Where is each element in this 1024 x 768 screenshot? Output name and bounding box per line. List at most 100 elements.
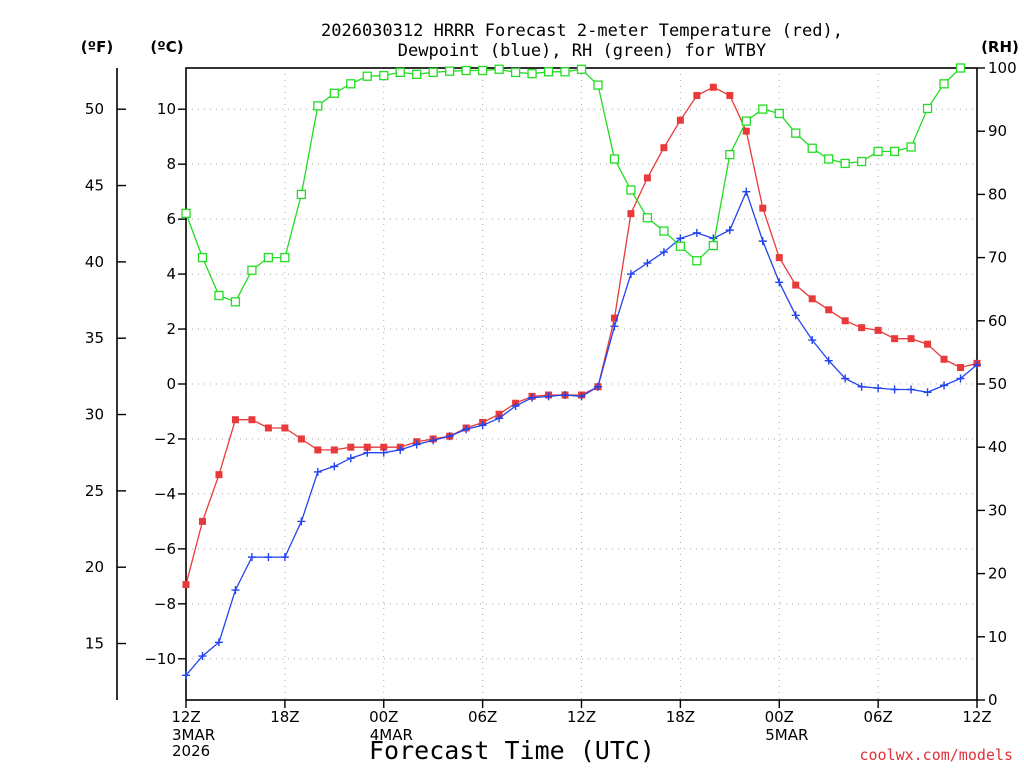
dewpoint-point bbox=[824, 356, 833, 365]
rh-point bbox=[329, 88, 339, 98]
rh-tick-label: 40 bbox=[988, 438, 1007, 456]
temperature-point bbox=[825, 306, 833, 314]
fahrenheit-tick-label: 30 bbox=[85, 406, 104, 424]
temperature-point bbox=[924, 340, 932, 348]
temperature-point bbox=[314, 446, 322, 454]
dewpoint-point bbox=[478, 421, 487, 430]
rh-tick-label: 90 bbox=[988, 122, 1007, 140]
rh-tick-label: 20 bbox=[988, 565, 1007, 583]
rh-point bbox=[527, 69, 537, 79]
rh-point bbox=[856, 156, 867, 167]
celsius-tick-label: −2 bbox=[154, 430, 176, 448]
dewpoint-point bbox=[412, 440, 421, 449]
celsius-tick-label: 6 bbox=[166, 210, 176, 228]
rh-tick-label: 100 bbox=[988, 59, 1017, 77]
rh-tick-label: 0 bbox=[988, 691, 998, 709]
rh-point bbox=[609, 154, 620, 164]
x-date-label: 3MAR bbox=[172, 726, 215, 744]
rh-point bbox=[560, 67, 570, 77]
temperature-point bbox=[891, 335, 899, 343]
celsius-tick-label: −6 bbox=[154, 540, 176, 558]
rh-point bbox=[873, 146, 883, 157]
rh-point bbox=[445, 66, 455, 76]
rh-point bbox=[593, 80, 603, 90]
x-tick-label: 00Z bbox=[765, 708, 794, 726]
data-series bbox=[181, 63, 981, 680]
temperature-point bbox=[874, 326, 882, 334]
dewpoint-point bbox=[280, 553, 289, 562]
rh-point bbox=[197, 252, 208, 263]
x-tick-label: 18Z bbox=[666, 708, 695, 726]
dewpoint-point bbox=[692, 228, 701, 237]
dewpoint-point bbox=[593, 382, 602, 391]
fahrenheit-tick-label: 40 bbox=[85, 253, 104, 271]
rh-point bbox=[840, 158, 850, 169]
rh-point bbox=[296, 189, 307, 200]
rh-point bbox=[428, 67, 438, 78]
x-date-label: 5MAR bbox=[765, 726, 808, 744]
dewpoint-point bbox=[973, 360, 981, 369]
fahrenheit-unit-label: (ºF) bbox=[81, 38, 113, 56]
temperature-point bbox=[759, 204, 767, 212]
fahrenheit-tick-label: 45 bbox=[85, 177, 104, 195]
rh-point bbox=[725, 149, 735, 160]
fahrenheit-tick-label: 25 bbox=[85, 482, 104, 500]
rh-point bbox=[280, 252, 290, 263]
chart-title-line-2: Dewpoint (blue), RH (green) for WTBY bbox=[398, 41, 766, 61]
temperature-point bbox=[380, 443, 388, 451]
dewpoint-point bbox=[363, 448, 372, 457]
temperature-point bbox=[627, 210, 635, 218]
rh-point bbox=[939, 79, 949, 89]
temperature-point bbox=[726, 91, 734, 99]
dewpoint-point bbox=[231, 586, 240, 595]
temperature-point bbox=[215, 471, 223, 479]
dewpoint-point bbox=[544, 392, 553, 401]
chart-title-line-1: 2026030312 HRRR Forecast 2-meter Tempera… bbox=[321, 21, 843, 41]
rh-point bbox=[346, 79, 356, 89]
dewpoint-point bbox=[956, 374, 965, 383]
x-date-label: 2026 bbox=[172, 742, 210, 760]
dewpoint-point bbox=[214, 638, 223, 647]
dewpoint-point bbox=[330, 462, 339, 471]
dewpoint-point bbox=[775, 278, 784, 287]
dewpoint-point bbox=[643, 259, 652, 268]
celsius-tick-label: −4 bbox=[154, 485, 176, 503]
celsius-tick-label: 2 bbox=[166, 320, 176, 338]
dewpoint-point bbox=[890, 385, 899, 394]
x-axis-label: Forecast Time (UTC) bbox=[369, 736, 655, 765]
dewpoint-point bbox=[561, 390, 570, 399]
dewpoint-point bbox=[198, 652, 207, 661]
rh-point bbox=[576, 64, 587, 74]
x-tick-label: 06Z bbox=[863, 708, 892, 726]
dewpoint-point bbox=[182, 671, 190, 680]
dewpoint-point bbox=[462, 425, 471, 434]
temperature-point bbox=[231, 416, 239, 424]
dewpoint-point bbox=[808, 336, 817, 345]
rh-point bbox=[263, 252, 274, 263]
dewpoint-point bbox=[429, 436, 438, 445]
rh-unit-label: (RH) bbox=[981, 38, 1019, 56]
temperature-point bbox=[297, 435, 305, 443]
rh-point bbox=[955, 63, 966, 73]
dewpoint-point bbox=[940, 381, 949, 390]
tick-labels: 1086420−2−4−6−8−105045403530252015100908… bbox=[85, 59, 1017, 760]
dewpoint-point bbox=[346, 454, 355, 463]
rh-point bbox=[708, 240, 718, 251]
dewpoint-point bbox=[396, 445, 405, 454]
fahrenheit-tick-label: 15 bbox=[85, 635, 104, 653]
axes bbox=[116, 67, 985, 708]
dewpoint-point bbox=[725, 226, 734, 235]
dewpoint-point bbox=[874, 384, 883, 393]
fahrenheit-tick-label: 50 bbox=[85, 100, 104, 118]
rh-point bbox=[758, 104, 768, 114]
temperature-point bbox=[709, 83, 717, 91]
rh-tick-label: 60 bbox=[988, 312, 1007, 330]
temperature-point bbox=[742, 127, 750, 135]
dewpoint-point bbox=[577, 392, 586, 401]
temperature-point bbox=[363, 443, 371, 451]
rh-point bbox=[412, 69, 422, 79]
temperature-point bbox=[281, 424, 289, 432]
rh-tick-label: 30 bbox=[988, 501, 1007, 519]
temperature-point bbox=[693, 91, 701, 99]
